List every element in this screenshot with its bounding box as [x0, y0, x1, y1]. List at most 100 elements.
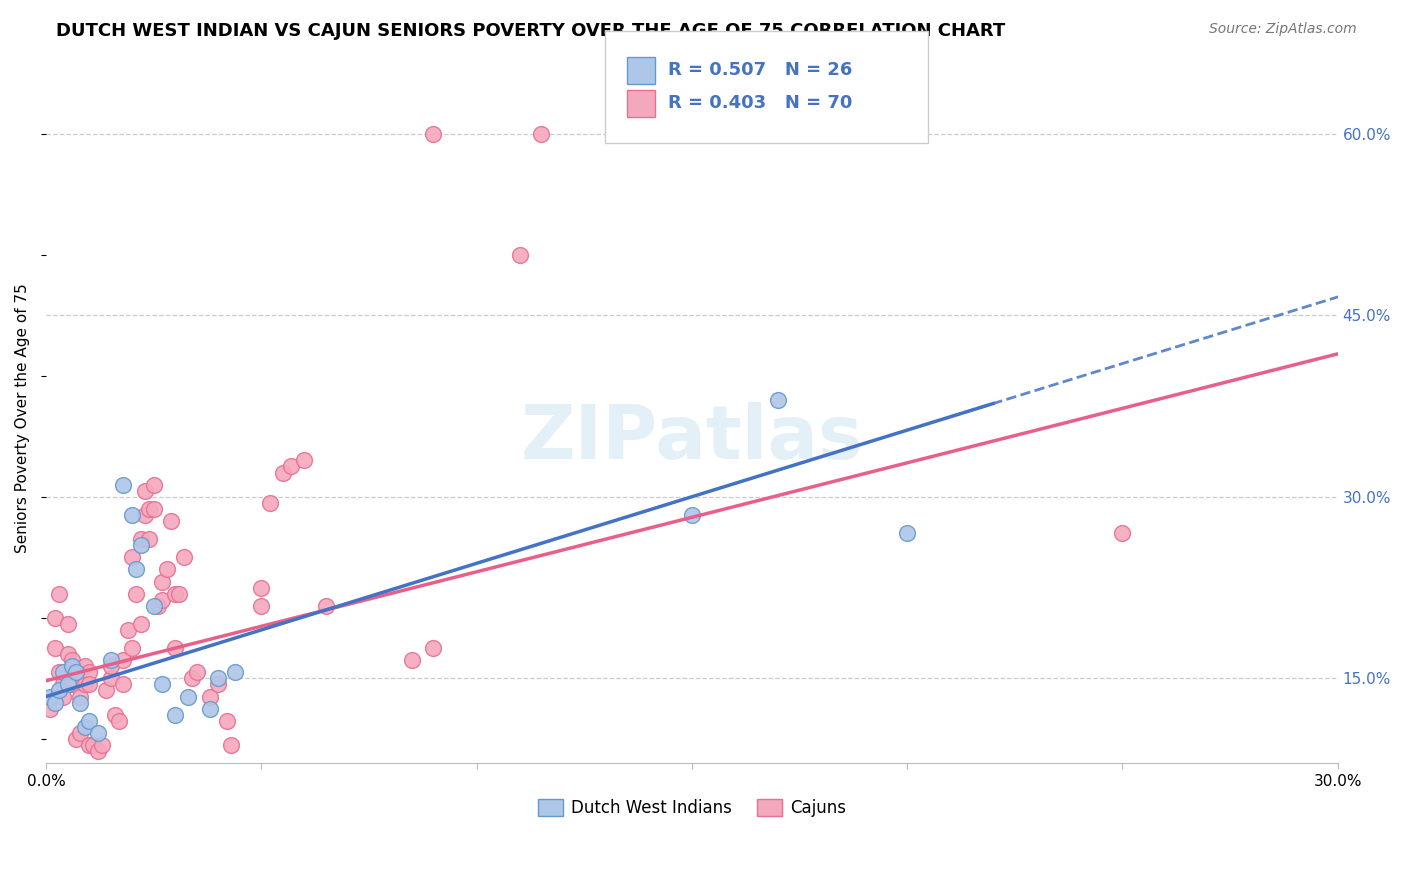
Point: [422, 127, 444, 141]
Point: [73, 720, 96, 734]
Point: [198, 690, 221, 704]
Point: [165, 586, 187, 600]
Point: [39, 701, 62, 715]
Point: [129, 532, 152, 546]
Legend: Dutch West Indians, Cajuns: Dutch West Indians, Cajuns: [531, 792, 853, 824]
Point: [401, 653, 423, 667]
Point: [134, 483, 156, 498]
Point: [86, 726, 108, 740]
Point: [77, 665, 100, 680]
Point: [766, 392, 789, 407]
Point: [142, 501, 165, 516]
Point: [271, 466, 294, 480]
Text: R = 0.507   N = 26: R = 0.507 N = 26: [668, 62, 852, 79]
Point: [146, 599, 169, 613]
Point: [207, 677, 229, 691]
Point: [150, 592, 173, 607]
Point: [150, 574, 173, 589]
Point: [422, 641, 444, 656]
Point: [73, 677, 96, 691]
Point: [60, 677, 83, 691]
Point: [250, 581, 273, 595]
Point: [108, 714, 131, 728]
Point: [52, 665, 75, 680]
Point: [69, 726, 91, 740]
Point: [44, 611, 66, 625]
Point: [129, 616, 152, 631]
Y-axis label: Seniors Poverty Over the Age of 75: Seniors Poverty Over the Age of 75: [15, 283, 30, 553]
Point: [177, 690, 200, 704]
Point: [142, 599, 165, 613]
Point: [280, 459, 302, 474]
Point: [215, 714, 238, 728]
Point: [82, 738, 104, 752]
Point: [96, 683, 118, 698]
Point: [65, 665, 87, 680]
Text: ZIPatlas: ZIPatlas: [520, 402, 863, 475]
Point: [86, 744, 108, 758]
Point: [104, 707, 127, 722]
Point: [77, 738, 100, 752]
Point: [100, 659, 122, 673]
Point: [121, 508, 143, 522]
Point: [129, 538, 152, 552]
Point: [207, 672, 229, 686]
Point: [219, 738, 242, 752]
Point: [681, 508, 703, 522]
Point: [134, 508, 156, 522]
Point: [100, 653, 122, 667]
Point: [165, 707, 187, 722]
Point: [315, 599, 337, 613]
Point: [125, 562, 148, 576]
Point: [60, 659, 83, 673]
Point: [39, 690, 62, 704]
Point: [52, 677, 75, 691]
Point: [121, 641, 143, 656]
Point: [112, 677, 135, 691]
Point: [44, 696, 66, 710]
Point: [173, 550, 195, 565]
Point: [121, 550, 143, 565]
Point: [142, 477, 165, 491]
Point: [73, 659, 96, 673]
Point: [60, 653, 83, 667]
Point: [259, 496, 281, 510]
Point: [509, 247, 531, 261]
Point: [69, 696, 91, 710]
Point: [56, 616, 79, 631]
Point: [181, 672, 204, 686]
Point: [250, 599, 273, 613]
Point: [44, 641, 66, 656]
Point: [224, 665, 246, 680]
Point: [112, 477, 135, 491]
Point: [160, 514, 183, 528]
Point: [77, 677, 100, 691]
Point: [138, 532, 160, 546]
Point: [155, 562, 177, 576]
Point: [52, 690, 75, 704]
Point: [48, 665, 70, 680]
Text: Source: ZipAtlas.com: Source: ZipAtlas.com: [1209, 22, 1357, 37]
Point: [77, 714, 100, 728]
Point: [198, 701, 221, 715]
Point: [100, 672, 122, 686]
Point: [169, 586, 191, 600]
Point: [292, 453, 315, 467]
Point: [165, 641, 187, 656]
Point: [48, 586, 70, 600]
Point: [91, 738, 114, 752]
Point: [1111, 526, 1133, 541]
Point: [65, 665, 87, 680]
Point: [530, 127, 553, 141]
Text: R = 0.403   N = 70: R = 0.403 N = 70: [668, 95, 852, 112]
Point: [65, 731, 87, 746]
Point: [56, 647, 79, 661]
Point: [117, 623, 139, 637]
Point: [896, 526, 918, 541]
Text: DUTCH WEST INDIAN VS CAJUN SENIORS POVERTY OVER THE AGE OF 75 CORRELATION CHART: DUTCH WEST INDIAN VS CAJUN SENIORS POVER…: [56, 22, 1005, 40]
Point: [56, 677, 79, 691]
Point: [69, 690, 91, 704]
Point: [48, 683, 70, 698]
Point: [150, 677, 173, 691]
Point: [138, 501, 160, 516]
